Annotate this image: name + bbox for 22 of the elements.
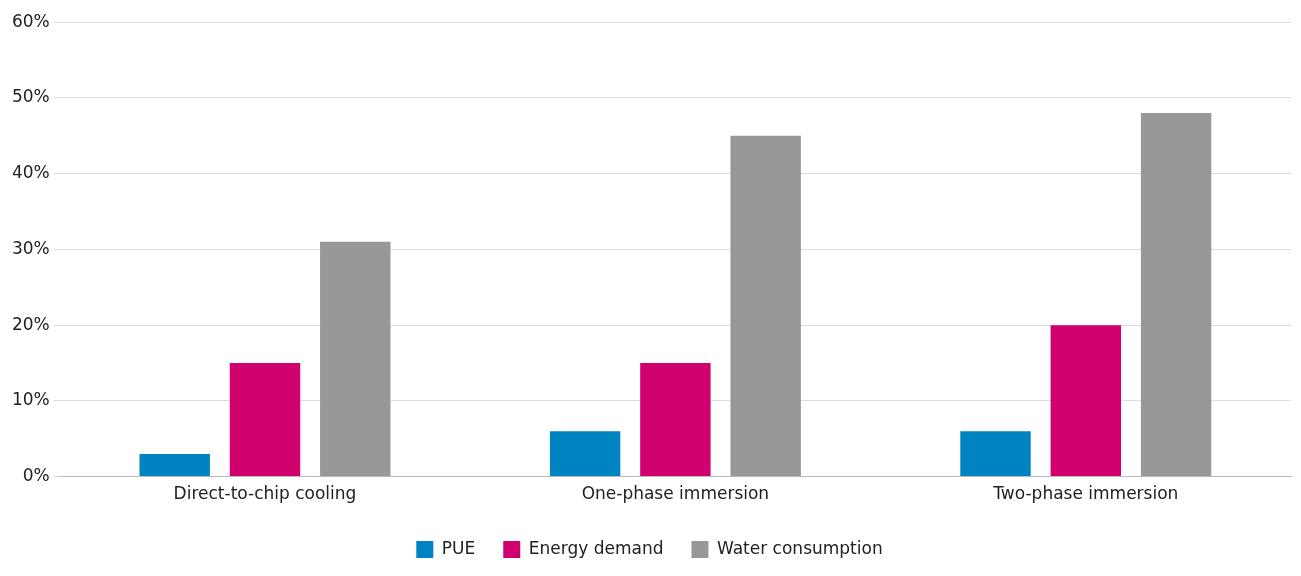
x-tick-label: One-phase immersion [581, 483, 770, 504]
y-tick-label: 10% [11, 389, 50, 410]
legend-label: PUE [441, 537, 476, 558]
bar [139, 453, 210, 477]
y-tick-label: 60% [11, 10, 50, 31]
y-tick-label: 50% [11, 86, 50, 107]
y-tick-label: 0% [22, 465, 50, 486]
y-tick-label: 40% [11, 162, 50, 183]
bar [320, 241, 391, 477]
x-tick-label: Two-phase immersion [992, 483, 1179, 504]
bar [1050, 325, 1122, 477]
legend-label: Energy demand [528, 537, 664, 558]
bar [229, 363, 301, 477]
bar [730, 135, 801, 477]
bar [960, 431, 1031, 477]
bar [1140, 113, 1212, 477]
y-tick-label: 20% [11, 313, 50, 334]
x-tick-label: Direct-to-chip cooling [173, 483, 357, 504]
bar [640, 363, 711, 477]
bar [549, 431, 621, 477]
legend-label: Water consumption [716, 537, 883, 558]
y-tick-label: 30% [11, 237, 50, 258]
